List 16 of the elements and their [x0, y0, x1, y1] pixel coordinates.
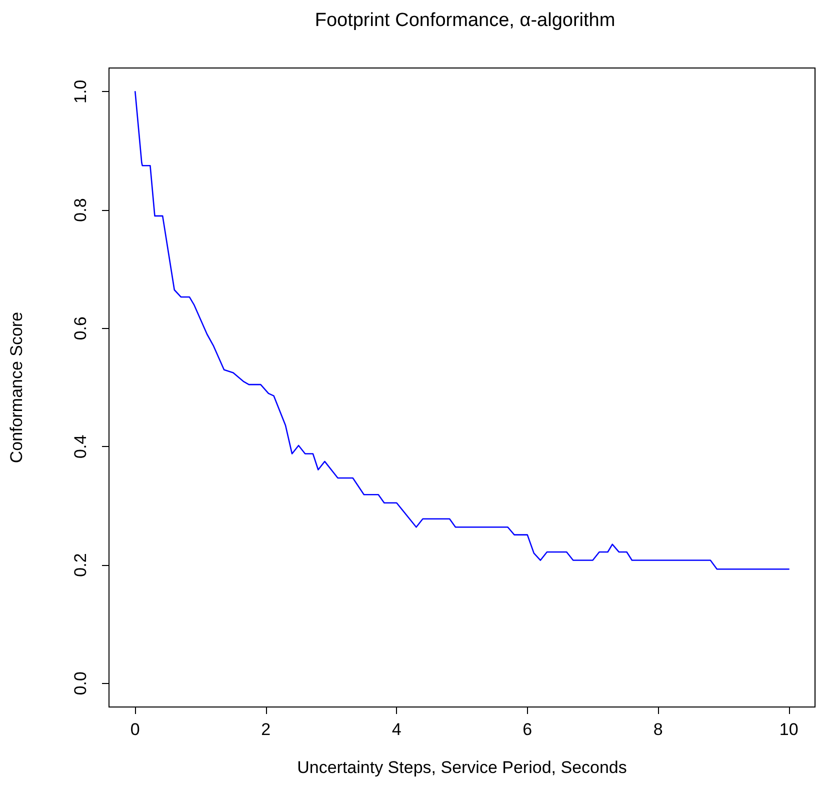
y-tick-label: 0.6: [71, 316, 90, 340]
x-tick-label: 8: [653, 720, 663, 739]
y-tick-label: 0.2: [71, 553, 90, 577]
y-tick-label: 0.4: [71, 434, 90, 458]
x-axis-title: Uncertainty Steps, Service Period, Seconds: [297, 758, 627, 777]
y-axis-title: Conformance Score: [7, 312, 26, 464]
y-tick-label: 1.0: [71, 80, 90, 104]
y-tick-label: 0.0: [71, 672, 90, 696]
y-tick-label: 0.8: [71, 198, 90, 222]
x-tick-label: 2: [261, 720, 271, 739]
chart-title: Footprint Conformance, α-algorithm: [314, 10, 616, 31]
x-tick-label: 4: [392, 720, 402, 739]
x-tick-label: 6: [522, 720, 532, 739]
x-tick-label: 0: [130, 720, 140, 739]
line-series: [134, 91, 790, 570]
x-tick-label: 10: [779, 720, 798, 739]
